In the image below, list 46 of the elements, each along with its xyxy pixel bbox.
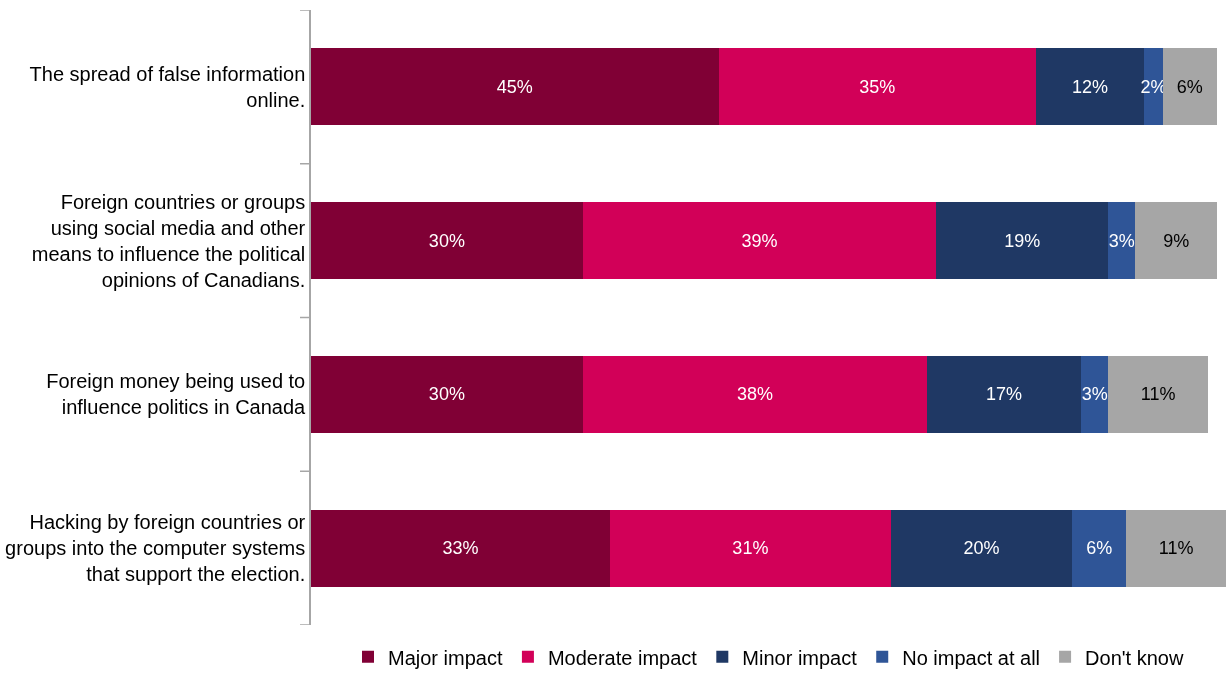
y-tick-label: Hacking by foreign countries or groups into the computer systems that support the election. [5,511,306,586]
y-tick-label: Foreign countries or groups using social media and other means to influence the political opinions of Canadians. [31,190,306,291]
data-label: 31% [732,538,769,559]
data-label: 11% [1140,384,1176,405]
data-label: 3% [1108,230,1135,251]
data-label: 39% [741,230,778,251]
data-label: 6% [1176,76,1203,97]
bar [1135,202,1217,280]
bar [1108,202,1136,280]
bar [582,355,928,433]
bar [718,48,1036,126]
legend-label: Don't know [1085,646,1184,669]
bar [936,202,1109,280]
bar [609,509,891,587]
bar [1126,509,1226,587]
legend-label: No impact at all [902,646,1041,669]
bar [311,355,583,433]
bar [582,202,937,280]
data-label: 19% [1004,230,1041,251]
data-label: 30% [428,230,465,251]
data-label: 20% [963,538,1000,559]
data-label: 45% [496,76,533,97]
bar [311,202,583,280]
bar [890,509,1072,587]
bar [311,509,610,587]
data-label: 33% [442,538,479,559]
data-label: 9% [1163,230,1190,251]
data-label: 3% [1081,384,1108,405]
data-label: 38% [736,384,773,405]
bar [1071,509,1127,587]
bar [927,355,1082,433]
legend-label: Minor impact [742,646,858,669]
bar [311,48,719,126]
y-tick-label: The spread of false information online. [29,62,306,111]
legend-label: Moderate impact [547,646,698,669]
legend-label: Major impact [388,646,503,669]
bar [1108,355,1208,433]
data-label: 30% [428,384,465,405]
bar [1081,355,1109,433]
data-label: 11% [1158,538,1194,559]
y-tick-label: Foreign money being used to influence politics in Canada [46,370,307,419]
data-label: 12% [1072,76,1109,97]
data-label: 17% [986,384,1023,405]
data-label: 6% [1086,538,1113,559]
data-label: 35% [859,76,896,97]
bar [1162,48,1217,126]
